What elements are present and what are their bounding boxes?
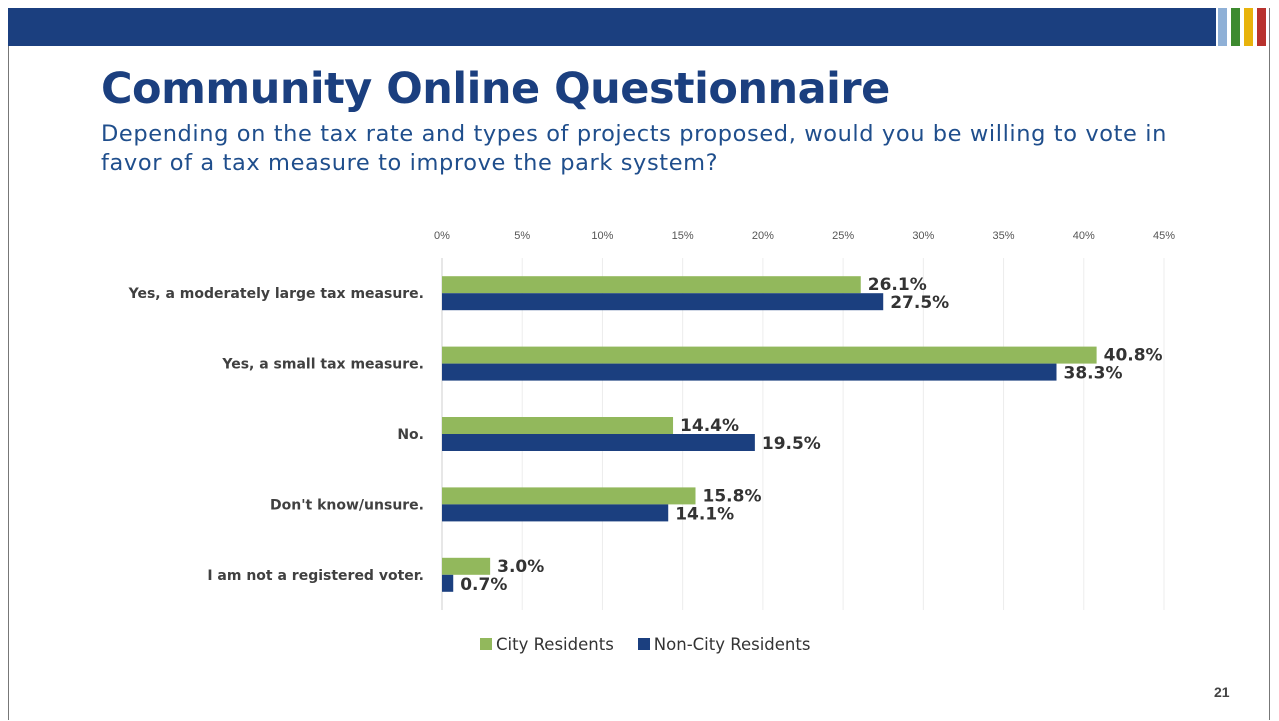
x-tick-label: 5% — [514, 230, 530, 242]
data-label-non-city-residents: 0.7% — [460, 575, 507, 595]
legend-item-city: City Residents — [480, 635, 614, 654]
header-stripe — [1218, 8, 1227, 46]
category-label: Yes, a moderately large tax measure. — [128, 286, 424, 302]
data-label-non-city-residents: 14.1% — [675, 504, 734, 524]
data-label-non-city-residents: 19.5% — [762, 434, 821, 454]
x-tick-label: 45% — [1153, 230, 1175, 242]
header-stripe — [1244, 8, 1253, 46]
slide-title: Community Online Questionnaire — [101, 64, 890, 114]
bar-non-city-residents — [442, 363, 1057, 381]
bar-city-residents — [442, 487, 696, 505]
bar-non-city-residents — [442, 293, 884, 311]
legend-label-city: City Residents — [496, 634, 614, 654]
data-label-city-residents: 15.8% — [703, 486, 762, 506]
data-label-non-city-residents: 27.5% — [890, 293, 949, 313]
chart-legend: City Residents Non-City Residents — [480, 632, 810, 656]
bar-city-residents — [442, 557, 491, 575]
bar-non-city-residents — [442, 504, 669, 522]
header-band — [8, 8, 1216, 46]
header-stripe — [1231, 8, 1240, 46]
slide-frame — [8, 8, 1270, 720]
data-label-non-city-residents: 38.3% — [1064, 364, 1123, 384]
data-label-city-residents: 40.8% — [1104, 346, 1163, 366]
legend-swatch-city — [480, 638, 492, 650]
bar-non-city-residents — [442, 434, 755, 451]
page-number: 21 — [1214, 684, 1230, 700]
x-tick-label: 30% — [912, 230, 934, 242]
category-label: No. — [397, 427, 424, 443]
bar-city-residents — [442, 417, 674, 434]
slide-subtitle: Depending on the tax rate and types of p… — [101, 121, 1167, 176]
x-tick-label: 20% — [752, 230, 774, 242]
legend-swatch-non-city — [637, 638, 650, 650]
legend-item-non-city: Non-City Residents — [637, 634, 811, 654]
category-label: Don't know/unsure. — [270, 497, 424, 513]
data-label-city-residents: 14.4% — [680, 416, 739, 436]
header-stripes — [1218, 8, 1270, 46]
x-tick-label: 25% — [832, 230, 854, 242]
x-tick-label: 15% — [672, 230, 694, 242]
x-tick-label: 40% — [1073, 230, 1095, 242]
data-label-city-residents: 3.0% — [497, 557, 544, 577]
x-tick-label: 10% — [591, 230, 613, 242]
data-label-city-residents: 26.1% — [868, 275, 927, 295]
category-label: Yes, a small tax measure. — [221, 357, 424, 373]
bar-city-residents — [442, 346, 1097, 364]
bar-non-city-residents — [442, 574, 454, 592]
category-label: I am not a registered voter. — [207, 568, 424, 584]
legend-label-non-city: Non-City Residents — [653, 634, 811, 654]
bar-city-residents — [442, 276, 861, 294]
x-tick-label: 35% — [993, 230, 1015, 242]
x-tick-label: 0% — [434, 230, 450, 242]
header-stripe — [1257, 8, 1266, 46]
